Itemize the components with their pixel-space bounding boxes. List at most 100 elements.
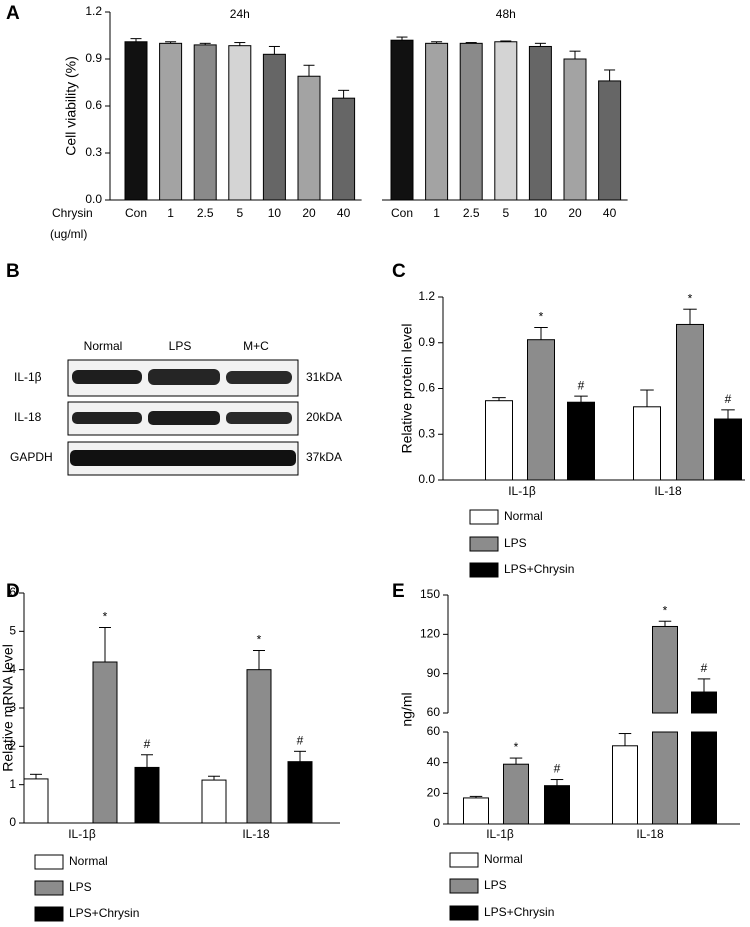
y-tick-label: 0.9 [85, 51, 102, 65]
y-tick-label: 1.2 [418, 289, 435, 303]
y-axis-label: Relative mRNA level [0, 644, 16, 772]
legend-label: Normal [484, 852, 523, 866]
band-size: 37kDA [306, 450, 342, 464]
y-tick-label: 0.6 [85, 98, 102, 112]
bar [459, 42, 483, 201]
bar [527, 339, 555, 481]
band [226, 412, 292, 424]
bar [544, 785, 570, 825]
group-title: 24h [230, 7, 250, 21]
column-label: Normal [84, 339, 123, 353]
group-title: 48h [496, 7, 516, 21]
bar [124, 41, 148, 201]
y-tick-label: 0.0 [418, 472, 435, 486]
row-label: GAPDH [10, 450, 53, 464]
panel-label: B [6, 261, 20, 282]
legend-swatch [449, 852, 479, 868]
band [72, 412, 142, 424]
legend-swatch [449, 878, 479, 894]
bar [228, 45, 252, 201]
significance-mark: # [578, 378, 585, 392]
band-size: 20kDA [306, 410, 342, 424]
legend-swatch [469, 509, 499, 525]
x-tick-label: 2.5 [463, 206, 480, 220]
bar-lower-part [652, 731, 678, 825]
y-tick-label: 0.9 [418, 335, 435, 349]
x-tick-label: IL-1β [68, 827, 96, 841]
y-tick-label: 3 [9, 700, 16, 714]
bar [287, 761, 313, 824]
x-tick-label: IL-1β [486, 827, 514, 841]
y-tick-label: 0 [9, 815, 16, 829]
bar [23, 778, 49, 824]
bar [92, 661, 118, 824]
column-label: LPS [169, 339, 192, 353]
y-tick-label: 20 [427, 786, 441, 800]
bar [503, 763, 529, 825]
significance-mark: * [257, 633, 262, 647]
significance-mark: # [701, 661, 708, 675]
legend-label: LPS [69, 880, 92, 894]
legend-label: LPS+Chrysin [69, 906, 139, 920]
legend-swatch [469, 536, 499, 552]
legend-swatch [469, 562, 499, 578]
x-tick-label: IL-1β [508, 484, 536, 498]
x-tick-label: 40 [337, 206, 351, 220]
y-tick-label: 40 [427, 755, 441, 769]
y-axis-label: ng/ml [399, 692, 415, 726]
y-tick-label: 60 [427, 705, 441, 719]
band [72, 370, 142, 384]
x-tick-label: Con [391, 206, 413, 220]
x-tick-label: 2.5 [197, 206, 214, 220]
bar [633, 406, 661, 481]
significance-mark: * [103, 610, 108, 624]
bar [691, 691, 717, 714]
bar [652, 625, 678, 714]
significance-mark: * [663, 603, 668, 617]
band [226, 371, 292, 384]
legend-label: LPS+Chrysin [484, 905, 554, 919]
bar [332, 97, 356, 201]
y-tick-label: 90 [427, 666, 441, 680]
legend-label: LPS [484, 878, 507, 892]
band [148, 369, 220, 385]
bar [567, 401, 595, 481]
bar [297, 75, 321, 201]
y-tick-label: 4 [9, 662, 16, 676]
y-tick-label: 0.3 [418, 426, 435, 440]
significance-mark: * [514, 740, 519, 754]
x-axis-label: Chrysin [52, 206, 93, 220]
x-tick-label: IL-18 [654, 484, 682, 498]
x-tick-label: 5 [236, 206, 243, 220]
legend-label: Normal [504, 509, 543, 523]
x-tick-label: 20 [302, 206, 316, 220]
y-axis-label: Relative protein level [399, 324, 415, 454]
significance-mark: # [297, 733, 304, 747]
significance-mark: * [688, 291, 693, 305]
panel-label: A [6, 3, 20, 24]
x-tick-label: 5 [502, 206, 509, 220]
bar [193, 44, 217, 201]
x-tick-label: Con [125, 206, 147, 220]
band [70, 450, 296, 466]
bar [612, 745, 638, 825]
legend-label: LPS [504, 536, 527, 550]
y-tick-label: 2 [9, 739, 16, 753]
y-axis-label: Cell viability (%) [63, 56, 79, 156]
y-tick-label: 1 [9, 777, 16, 791]
western-blot: B Normal LPS M+C IL-1β IL-18 GAPDH 31kDA… [6, 261, 342, 476]
y-tick-label: 5 [9, 624, 16, 638]
significance-mark: # [725, 392, 732, 406]
legend-swatch [34, 880, 64, 896]
y-tick-label: 0.0 [85, 192, 102, 206]
y-tick-label: 120 [420, 627, 440, 641]
y-tick-label: 60 [427, 724, 441, 738]
bar [246, 669, 272, 824]
x-tick-label: IL-18 [636, 827, 664, 841]
bar-lower-part [691, 731, 717, 825]
band [148, 411, 220, 425]
significance-mark: # [554, 762, 561, 776]
x-tick-label: 10 [268, 206, 282, 220]
bar [159, 42, 183, 201]
